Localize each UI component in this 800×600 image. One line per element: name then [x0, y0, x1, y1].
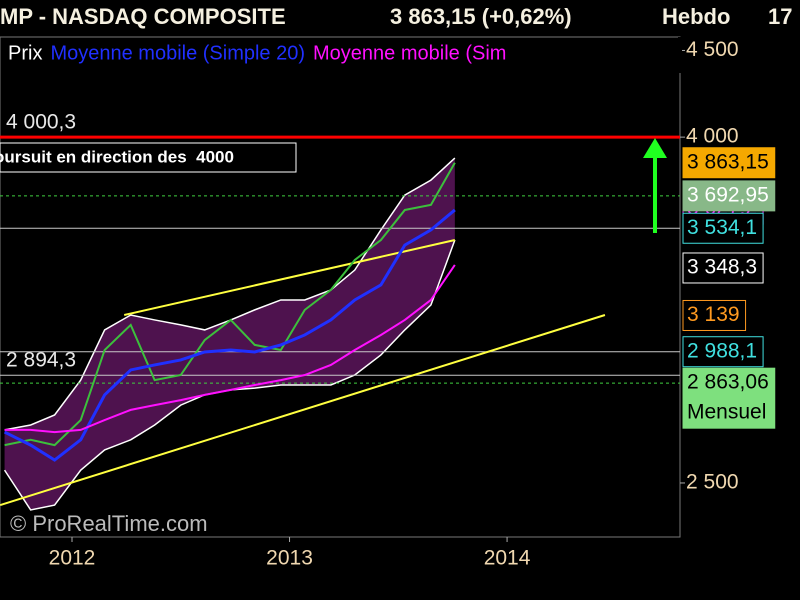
price-label: 3 139 — [687, 303, 740, 326]
period: Hebdo — [662, 4, 730, 29]
price-label: 3 692,95 — [687, 183, 769, 206]
price-label-box — [682, 147, 776, 179]
overlay: 4 000,3 2 894,3 — [0, 111, 680, 507]
arrow-head — [643, 138, 667, 158]
level-label: 2 894,3 — [6, 349, 76, 372]
legend-entry: Moyenne mobile (Simple 20) — [50, 42, 305, 64]
price-label-box — [682, 336, 764, 368]
legend-entry: Prix — [8, 42, 42, 64]
date-fragment: 17 — [768, 4, 792, 29]
price-label: 2 988,1 — [687, 339, 757, 362]
price-header: 3 863,15 (+0,62%) — [390, 4, 572, 29]
series-line — [4, 264, 456, 434]
x-tick-label: 2013 — [266, 547, 313, 570]
legend: Prix Moyenne mobile (Simple 20) Moyenne mo… — [8, 37, 682, 73]
price-label-box — [682, 212, 764, 244]
y-axis: 4 500 4 000 2 500 2012 2013 2014 — [49, 38, 739, 570]
band-fill — [4, 158, 455, 510]
price-label-box — [682, 252, 764, 284]
price-label: 3 863,15 — [687, 150, 769, 173]
legend-mask — [678, 37, 682, 73]
x-tick-label: 2014 — [484, 547, 531, 570]
series-line — [4, 162, 456, 447]
price-label-box — [682, 367, 776, 429]
watermark: © ProRealTime.com — [10, 511, 208, 536]
annotation-box — [0, 142, 297, 173]
series-line — [3, 208, 456, 462]
y-tick-label: 4 000 — [686, 125, 739, 148]
price-label-box — [682, 299, 747, 331]
price-label-box — [682, 180, 776, 212]
price-label: 3 348,3 — [687, 256, 757, 279]
level-label: 4 000,3 — [6, 111, 76, 134]
trendline — [0, 314, 606, 507]
chart-title: MP - NASDAQ COMPOSITE — [0, 4, 286, 29]
price-label: 2 863,06 — [687, 371, 769, 394]
legend-entry: Moyenne mobile (Sim — [313, 42, 506, 64]
x-tick-label: 2012 — [49, 547, 96, 570]
y-tick-label: 2 500 — [686, 471, 739, 494]
annotation: oursuit en direction des 4000 — [0, 147, 234, 166]
y-tick-label: 4 500 — [686, 38, 739, 61]
price-sublabel: Mensuel — [687, 401, 766, 424]
price-label: 3 534,1 — [687, 216, 757, 239]
